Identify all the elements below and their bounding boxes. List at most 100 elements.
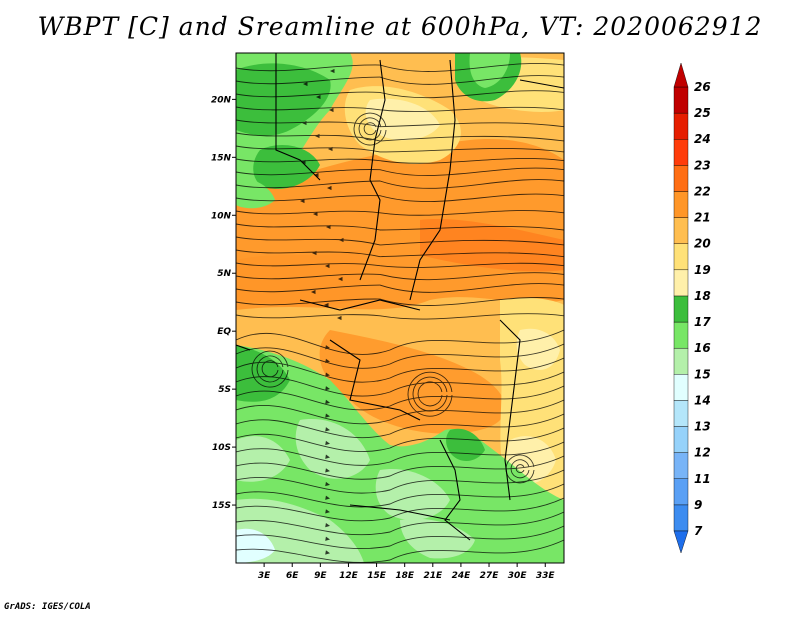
legend-swatch <box>673 112 689 140</box>
streamline-arrow <box>325 399 330 405</box>
legend-swatch <box>673 191 689 218</box>
x-tick-label: 6E <box>286 571 299 581</box>
y-tick-label: 20N <box>211 95 232 105</box>
streamline <box>236 297 564 306</box>
streamline-eddy <box>407 371 453 417</box>
streamline-arrow <box>300 198 305 204</box>
streamline-arrow <box>325 386 330 391</box>
streamline <box>236 262 564 268</box>
streamline-eddy <box>251 350 289 388</box>
streamline <box>236 441 564 466</box>
streamline-eddy <box>358 117 382 141</box>
x-tick-label: 3E <box>258 571 271 581</box>
streamline <box>236 511 564 536</box>
x-tick-label: 9E <box>314 571 327 581</box>
legend-label: 24 <box>694 132 711 146</box>
streamline <box>236 455 564 480</box>
streamline-eddy <box>412 376 448 412</box>
map-title: WBPT [C] and Sreamline at 600hPa, VT: 20… <box>37 12 763 41</box>
streamline <box>236 329 564 355</box>
legend-swatch <box>673 374 689 401</box>
y-tick-label: 15S <box>212 501 231 511</box>
streamline-arrow <box>325 345 330 350</box>
x-tick-label: 30E <box>508 571 528 581</box>
streamline-arrow <box>313 211 318 217</box>
legend-swatch <box>673 243 689 271</box>
x-tick-label: 21E <box>423 571 443 581</box>
streamline-arrow <box>325 440 330 446</box>
streamline <box>236 158 564 164</box>
legend-label: 9 <box>694 498 702 512</box>
color-legend: 7 9 11 12 13 14 15 16 17 18 19 20 21 22 23 24 25 26 <box>673 62 711 554</box>
legend-label: 19 <box>694 263 711 277</box>
x-tick-label: 24E <box>452 571 472 581</box>
legend-swatch <box>673 400 689 427</box>
streamline <box>236 539 564 563</box>
streamline-arrow <box>328 146 333 152</box>
legend-label: 18 <box>694 289 711 303</box>
streamline <box>236 272 564 281</box>
y-axis: 20N 15N 10N 5N EQ 5S 10S 15S <box>211 95 236 511</box>
legend-swatch <box>673 347 689 375</box>
x-tick-label: 15E <box>367 571 387 581</box>
streamline-arrow <box>325 509 330 514</box>
streamline-arrow <box>338 276 343 282</box>
streamline-arrow <box>325 358 330 364</box>
legend-label: 13 <box>694 420 711 434</box>
streamline <box>236 106 564 112</box>
streamline <box>236 90 564 99</box>
grads-credit: GrADS: IGES/COLA <box>4 602 91 612</box>
legend-swatch <box>673 426 689 453</box>
streamline <box>236 413 564 439</box>
streamline-arrow <box>337 315 342 321</box>
legend-swatch <box>673 139 689 166</box>
legend-label: 25 <box>694 106 711 120</box>
streamline <box>236 399 564 425</box>
streamline-arrow <box>325 263 330 269</box>
legend-swatch <box>673 165 689 192</box>
streamline-arrow <box>315 133 320 139</box>
streamline <box>236 145 564 153</box>
streamline <box>236 283 564 293</box>
legend-label: 7 <box>694 524 703 538</box>
legend-label: 21 <box>694 211 711 225</box>
streamline <box>236 236 564 246</box>
streamline-arrow <box>329 107 334 113</box>
legend-swatch <box>673 86 689 114</box>
legend-max-arrow <box>673 62 689 88</box>
streamline <box>236 313 564 320</box>
streamline-eddy <box>261 360 279 378</box>
y-tick-label: 15N <box>211 153 232 163</box>
streamline <box>236 357 564 383</box>
streamline-arrow <box>311 289 316 295</box>
streamline-arrow <box>327 185 332 191</box>
streamline-arrow <box>325 468 330 473</box>
streamline-arrow <box>325 550 330 555</box>
y-tick-label: EQ <box>217 327 231 337</box>
streamline-arrow <box>316 94 321 100</box>
x-tick-label: 27E <box>480 571 500 581</box>
streamline-arrow <box>325 536 330 541</box>
legend-label: 14 <box>694 393 711 407</box>
legend-swatch <box>673 295 689 323</box>
streamline <box>236 249 564 258</box>
wbpt-shaded-map <box>236 53 564 563</box>
legend-swatch <box>673 504 689 532</box>
streamline-arrow <box>325 481 330 487</box>
streamline-arrow <box>314 172 319 178</box>
streamline-eddy <box>510 459 530 479</box>
streamline <box>236 385 564 411</box>
y-tick-label: 10S <box>212 443 231 453</box>
legend-swatch <box>673 269 689 297</box>
y-tick-label: 5N <box>217 269 231 279</box>
streamline <box>236 343 564 369</box>
streamline-eddy <box>256 355 284 383</box>
legend-label: 12 <box>694 446 711 460</box>
streamline-arrow <box>324 302 329 308</box>
legend-min-arrow <box>673 530 689 554</box>
streamline-arrow <box>303 81 308 87</box>
streamline <box>236 179 564 189</box>
map-frame <box>235 52 565 564</box>
streamline-eddy <box>417 381 443 407</box>
legend-label: 17 <box>694 315 711 329</box>
